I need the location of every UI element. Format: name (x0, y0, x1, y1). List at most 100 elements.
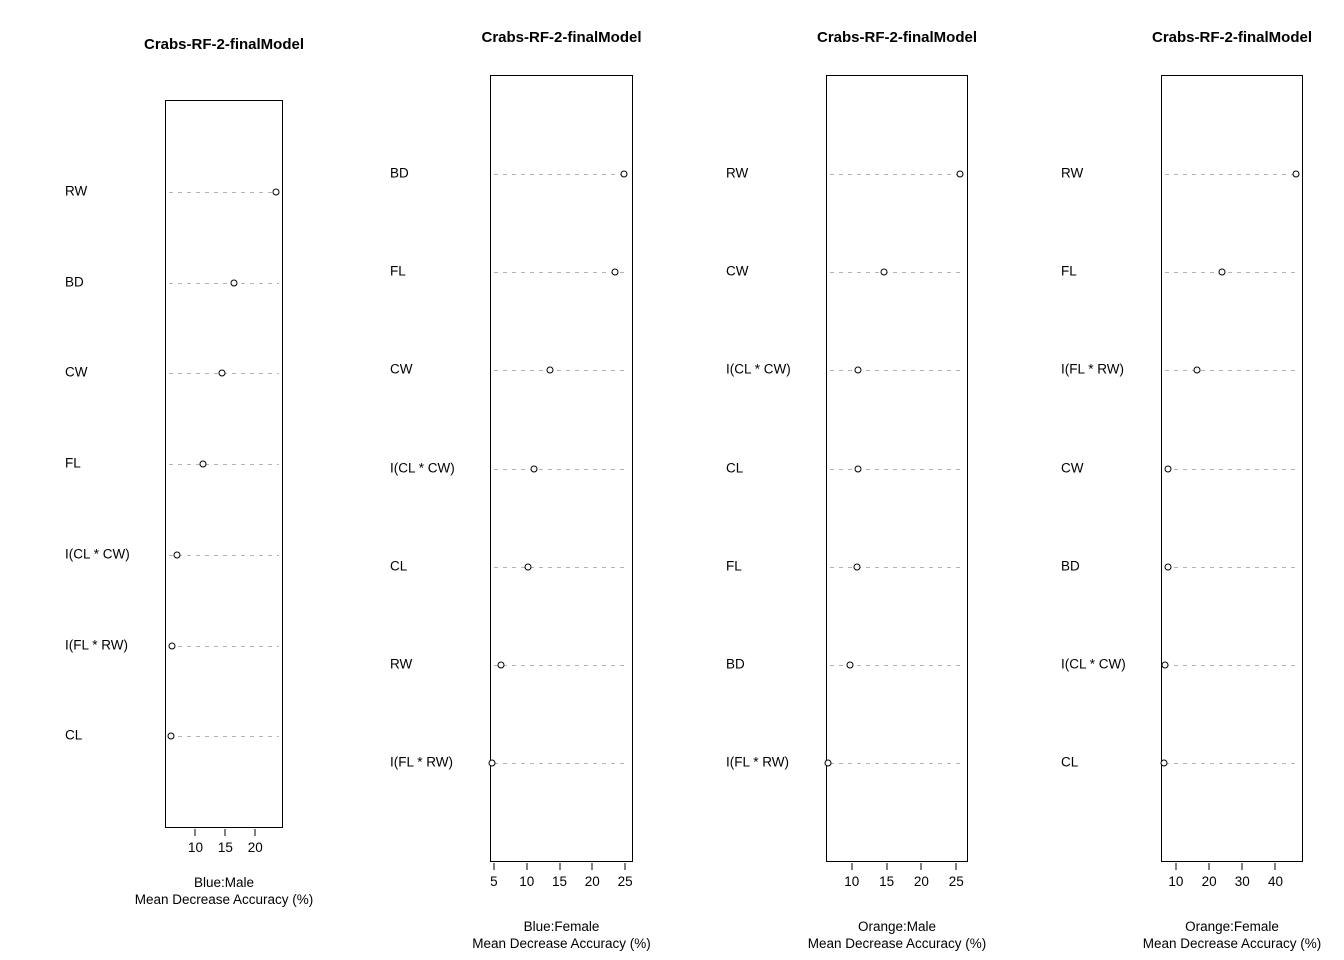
y-axis-label: BD (726, 656, 745, 672)
y-axis-label: RW (1061, 165, 1084, 181)
y-axis-labels: BD FL CW I(CL * CW) CL RW I(FL * RW) (380, 75, 482, 862)
y-axis-label: FL (726, 558, 742, 574)
data-point (620, 170, 628, 178)
x-tick-label: 15 (879, 874, 895, 889)
y-axis-label: I(CL * CW) (390, 460, 455, 475)
data-point (1164, 563, 1172, 571)
x-axis-caption: Orange:Female Mean Decrease Accuracy (%) (1143, 918, 1322, 952)
x-tick-label: 10 (187, 840, 203, 855)
grid-line (169, 736, 279, 738)
grid-line (1165, 566, 1299, 568)
grid-line (830, 370, 964, 372)
grid-line (494, 370, 629, 372)
data-point (853, 563, 861, 571)
x-axis-caption: Blue:Female Mean Decrease Accuracy (%) (472, 918, 651, 952)
data-point (846, 661, 854, 669)
x-tick-mark (526, 863, 528, 870)
data-point (230, 279, 238, 286)
y-axis-label: I(FL * RW) (1061, 361, 1124, 377)
x-tick-label: 15 (217, 840, 233, 855)
y-axis-label: BD (1061, 558, 1080, 574)
y-axis-label: BD (390, 165, 409, 181)
chart-title: Crabs-RF-2-finalModel (816, 29, 978, 46)
plot-frame (1160, 75, 1303, 862)
grid-line (169, 554, 279, 556)
group-label: Orange:Female (1185, 919, 1279, 934)
data-point (854, 366, 862, 374)
data-point (168, 642, 176, 649)
y-axis-label: I(FL * RW) (65, 637, 128, 652)
x-tick-mark (591, 863, 593, 870)
grid-line (494, 468, 629, 470)
x-tick-mark (194, 829, 196, 836)
y-axis-label: CW (1061, 460, 1084, 475)
y-axis-labels: RW FL I(FL * RW) CW BD I(CL * CW) CL (1051, 75, 1153, 862)
x-axis-title: Mean Decrease Accuracy (%) (134, 892, 314, 907)
grid-line (169, 191, 279, 193)
data-point (218, 369, 226, 377)
data-point (956, 170, 964, 178)
group-label: Orange:Male (857, 919, 937, 934)
y-axis-label: I(FL * RW) (390, 754, 453, 770)
y-axis-label: FL (65, 455, 81, 471)
x-tick-mark (955, 863, 957, 870)
y-axis-label: I(CL * CW) (726, 361, 791, 377)
grid-line (1165, 762, 1299, 764)
x-tick-label: 25 (617, 874, 633, 889)
y-axis-label: RW (390, 656, 413, 672)
x-tick-label: 10 (1168, 874, 1184, 889)
data-point (199, 460, 207, 468)
chart-title: Crabs-RF-2-finalModel (143, 36, 305, 53)
x-axis: 10 15 20 (165, 828, 283, 870)
x-tick-mark (254, 829, 256, 836)
data-point (524, 563, 532, 571)
x-tick-mark (1241, 863, 1243, 870)
y-axis-label: RW (726, 165, 749, 181)
grid-line (494, 664, 629, 666)
x-tick-mark (224, 829, 226, 836)
grid-line (1165, 174, 1299, 176)
grid-line (494, 174, 629, 176)
grid-line (830, 664, 964, 666)
grid-line (830, 174, 964, 176)
x-tick-label: 5 (490, 874, 498, 889)
data-point (530, 465, 538, 472)
grid-line (169, 645, 279, 647)
data-point (272, 188, 280, 196)
y-axis-label: CL (390, 558, 408, 574)
x-tick-label: 30 (1234, 874, 1250, 889)
x-tick-label: 20 (913, 874, 929, 889)
y-axis-label: CL (65, 727, 83, 743)
x-tick-label: 10 (844, 874, 860, 889)
data-point (854, 465, 862, 472)
y-axis-label: I(FL * RW) (726, 754, 789, 770)
data-point (1160, 759, 1168, 767)
x-axis-caption: Blue:Male Mean Decrease Accuracy (%) (135, 874, 314, 908)
x-axis: 10 15 20 25 (826, 862, 968, 904)
y-axis-label: I(CL * CW) (65, 546, 130, 562)
grid-line (1165, 272, 1299, 274)
grid-line (830, 566, 964, 568)
x-tick-mark (920, 863, 922, 870)
plot-frame (165, 100, 283, 828)
y-axis-label: FL (390, 263, 406, 279)
data-point (611, 268, 619, 276)
data-point (1193, 366, 1200, 374)
importance-panel-blue-female: Crabs-RF-2-finalModel BD FL CW I(CL * CW) CL… (380, 20, 665, 955)
chart-title: Crabs-RF-2-finalModel (481, 29, 642, 46)
y-axis-label: CL (726, 460, 744, 475)
importance-panel-orange-female: Crabs-RF-2-finalModel RW FL I(FL * RW) CW BD… (1051, 20, 1344, 955)
x-tick-mark (559, 863, 561, 870)
grid-line (830, 468, 964, 470)
x-tick-label: 20 (247, 840, 263, 855)
grid-line (169, 282, 279, 284)
importance-panel-blue-male: Crabs-RF-2-finalModel RW BD CW FL I(CL * CW)… (55, 20, 317, 940)
grid-line (1165, 468, 1299, 470)
x-tick-mark (493, 863, 495, 870)
chart-title: Crabs-RF-2-finalModel (1151, 29, 1313, 46)
y-axis-label: RW (65, 183, 88, 199)
group-label: Blue:Male (193, 875, 255, 890)
data-point (488, 759, 496, 767)
x-tick-label: 15 (552, 874, 568, 889)
y-axis-label: CW (65, 364, 88, 380)
